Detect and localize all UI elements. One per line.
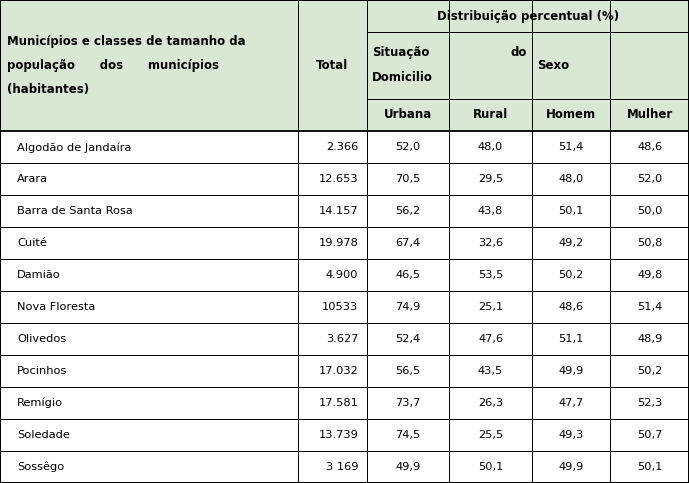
Text: 2.366: 2.366 xyxy=(326,142,358,152)
Text: Nova Floresta: Nova Floresta xyxy=(17,302,96,312)
Text: Homem: Homem xyxy=(546,109,596,121)
Text: 56,2: 56,2 xyxy=(395,206,420,216)
Text: 50,2: 50,2 xyxy=(637,366,662,376)
Text: Barra de Santa Rosa: Barra de Santa Rosa xyxy=(17,206,133,216)
Bar xyxy=(0,323,689,355)
Text: 48,0: 48,0 xyxy=(478,142,503,152)
Text: 48,0: 48,0 xyxy=(559,174,584,185)
Text: Cuité: Cuité xyxy=(17,238,47,248)
Text: 3.627: 3.627 xyxy=(326,334,358,344)
Text: 46,5: 46,5 xyxy=(395,270,420,280)
Text: Domicilio: Domicilio xyxy=(372,71,433,84)
Text: 51,4: 51,4 xyxy=(559,142,584,152)
Text: Arara: Arara xyxy=(17,174,48,185)
Text: 48,6: 48,6 xyxy=(559,302,584,312)
Text: 48,9: 48,9 xyxy=(637,334,662,344)
Text: 17.581: 17.581 xyxy=(318,398,358,408)
Text: 49,9: 49,9 xyxy=(559,366,584,376)
Bar xyxy=(0,419,689,451)
Text: Olivedos: Olivedos xyxy=(17,334,66,344)
Text: 74,5: 74,5 xyxy=(395,430,420,440)
Text: 12.653: 12.653 xyxy=(318,174,358,185)
Text: Remígio: Remígio xyxy=(17,398,63,408)
Bar xyxy=(0,227,689,259)
Text: 49,3: 49,3 xyxy=(559,430,584,440)
Text: Urbana: Urbana xyxy=(384,109,432,121)
Text: Mulher: Mulher xyxy=(626,109,673,121)
Text: 14.157: 14.157 xyxy=(318,206,358,216)
Text: Municípios e classes de tamanho da: Municípios e classes de tamanho da xyxy=(7,35,245,48)
Text: 17.032: 17.032 xyxy=(318,366,358,376)
Text: Situação: Situação xyxy=(372,46,429,59)
Text: 26,3: 26,3 xyxy=(478,398,503,408)
Text: Distribuição percentual (%): Distribuição percentual (%) xyxy=(437,10,619,23)
Bar xyxy=(0,387,689,419)
Bar xyxy=(0,259,689,291)
Text: 52,3: 52,3 xyxy=(637,398,662,408)
Text: (habitantes): (habitantes) xyxy=(7,83,89,96)
Text: Rural: Rural xyxy=(473,109,508,121)
Text: 3 169: 3 169 xyxy=(326,462,358,472)
Text: 52,0: 52,0 xyxy=(395,142,420,152)
Bar xyxy=(367,0,689,32)
Bar xyxy=(367,99,689,131)
Text: 50,0: 50,0 xyxy=(637,206,662,216)
Text: 4.900: 4.900 xyxy=(326,270,358,280)
Text: 67,4: 67,4 xyxy=(395,238,420,248)
Text: 48,6: 48,6 xyxy=(637,142,662,152)
Text: 52,4: 52,4 xyxy=(395,334,420,344)
Text: 50,1: 50,1 xyxy=(559,206,584,216)
Text: 50,7: 50,7 xyxy=(637,430,662,440)
Text: 13.739: 13.739 xyxy=(318,430,358,440)
Bar xyxy=(608,32,613,99)
Text: 74,9: 74,9 xyxy=(395,302,420,312)
Text: 25,1: 25,1 xyxy=(478,302,503,312)
Bar xyxy=(0,355,689,387)
Text: 32,6: 32,6 xyxy=(478,238,503,248)
Text: do: do xyxy=(510,46,526,59)
Text: 47,7: 47,7 xyxy=(559,398,584,408)
Text: 49,2: 49,2 xyxy=(559,238,584,248)
Text: Damião: Damião xyxy=(17,270,61,280)
Text: 49,9: 49,9 xyxy=(559,462,584,472)
Text: 50,8: 50,8 xyxy=(637,238,662,248)
Text: Sossêgo: Sossêgo xyxy=(17,462,65,472)
Text: 50,1: 50,1 xyxy=(478,462,503,472)
Text: Pocinhos: Pocinhos xyxy=(17,366,68,376)
Text: 43,8: 43,8 xyxy=(478,206,503,216)
Text: Total: Total xyxy=(316,59,348,72)
Text: Sexo: Sexo xyxy=(537,59,570,72)
Bar xyxy=(0,131,689,163)
Text: 50,1: 50,1 xyxy=(637,462,662,472)
Bar xyxy=(0,195,689,227)
Bar xyxy=(0,291,689,323)
Text: 50,2: 50,2 xyxy=(559,270,584,280)
Text: 52,0: 52,0 xyxy=(637,174,662,185)
Text: 73,7: 73,7 xyxy=(395,398,420,408)
Text: 51,1: 51,1 xyxy=(559,334,584,344)
Text: 56,5: 56,5 xyxy=(395,366,420,376)
Text: Algodão de Jandaíra: Algodão de Jandaíra xyxy=(17,142,132,153)
Bar xyxy=(447,32,451,99)
Text: 25,5: 25,5 xyxy=(478,430,503,440)
Text: 70,5: 70,5 xyxy=(395,174,420,185)
Text: 47,6: 47,6 xyxy=(478,334,503,344)
Text: 51,4: 51,4 xyxy=(637,302,662,312)
Text: 49,8: 49,8 xyxy=(637,270,662,280)
Text: 49,9: 49,9 xyxy=(395,462,420,472)
Text: 43,5: 43,5 xyxy=(478,366,503,376)
Text: 10533: 10533 xyxy=(322,302,358,312)
Text: 29,5: 29,5 xyxy=(478,174,503,185)
Text: 19.978: 19.978 xyxy=(318,238,358,248)
Bar xyxy=(0,163,689,195)
Bar xyxy=(0,451,689,483)
Text: 53,5: 53,5 xyxy=(478,270,503,280)
Text: Soledade: Soledade xyxy=(17,430,70,440)
Text: população      dos      municípios: população dos municípios xyxy=(7,59,219,72)
